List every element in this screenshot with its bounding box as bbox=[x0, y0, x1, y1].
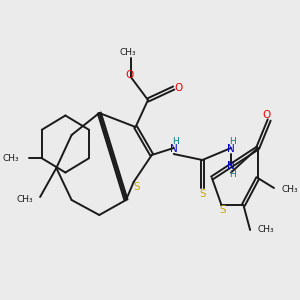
Text: N: N bbox=[227, 161, 235, 171]
Text: O: O bbox=[125, 70, 134, 80]
Text: H: H bbox=[229, 137, 236, 146]
Text: S: S bbox=[220, 206, 226, 215]
Text: S: S bbox=[199, 189, 206, 199]
Text: N: N bbox=[227, 145, 235, 154]
Text: CH₃: CH₃ bbox=[281, 185, 298, 194]
Text: CH₃: CH₃ bbox=[2, 154, 19, 163]
Text: CH₃: CH₃ bbox=[16, 196, 33, 205]
Text: H: H bbox=[172, 137, 178, 146]
Text: N: N bbox=[170, 145, 178, 154]
Text: CH₃: CH₃ bbox=[257, 226, 274, 235]
Text: O: O bbox=[262, 110, 271, 121]
Text: H: H bbox=[229, 170, 236, 179]
Text: O: O bbox=[175, 83, 183, 93]
Text: CH₃: CH₃ bbox=[120, 48, 136, 57]
Text: S: S bbox=[133, 182, 140, 191]
